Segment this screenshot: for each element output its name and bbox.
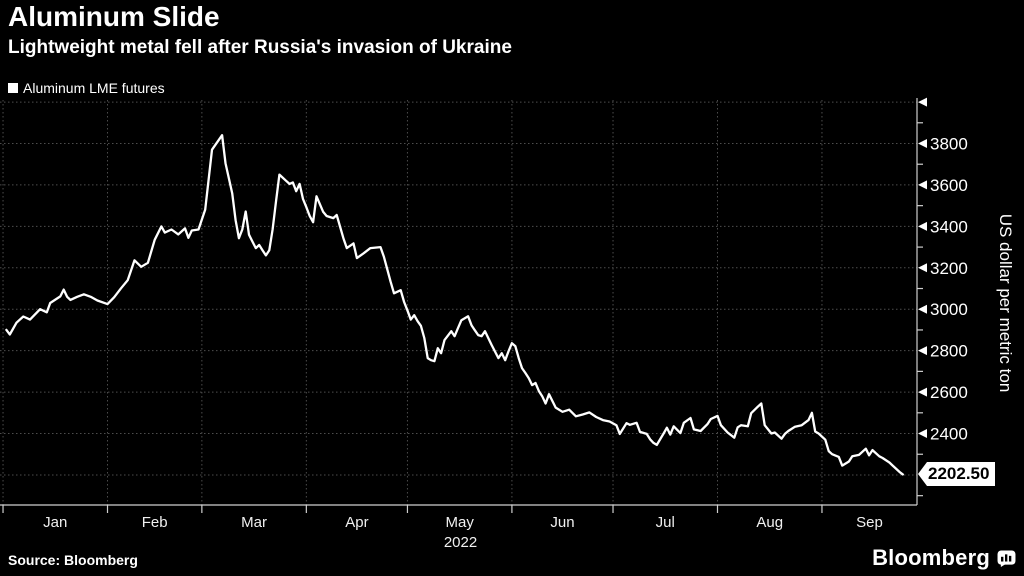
y-axis-arrow-tick — [918, 304, 927, 314]
y-axis-arrow-tick — [918, 139, 927, 149]
y-axis-title: US dollar per metric ton — [996, 213, 1015, 393]
bloomberg-mark-icon — [997, 549, 1016, 567]
y-axis-tick-label: 3600 — [930, 176, 968, 195]
last-price-value: 2202.50 — [927, 462, 996, 487]
y-axis-tick-label: 3800 — [930, 135, 968, 154]
x-axis-month-label: Jun — [550, 514, 574, 531]
y-axis-tick-label: 2800 — [930, 342, 968, 361]
x-axis-month-label: Aug — [756, 514, 783, 531]
legend-label: Aluminum LME futures — [23, 80, 165, 96]
chart-subtitle: Lightweight metal fell after Russia's in… — [8, 37, 512, 58]
legend: Aluminum LME futures — [8, 80, 165, 96]
y-axis-arrow-tick — [918, 429, 927, 439]
price-line-series — [5, 134, 904, 476]
x-axis-month-label: Jan — [43, 514, 67, 531]
source-label: Source: Bloomberg — [8, 552, 138, 568]
x-axis-month-label: Apr — [345, 514, 368, 531]
x-axis-month-label: Feb — [142, 514, 168, 531]
last-price-badge: 2202.50 — [918, 462, 996, 487]
x-axis-month-label: May — [446, 514, 475, 531]
y-axis-tick-label: 3000 — [930, 300, 968, 319]
bloomberg-wordmark: Bloomberg — [872, 545, 990, 570]
y-axis-arrow-tick — [918, 97, 927, 107]
y-axis-tick-label: 3400 — [930, 217, 968, 236]
badge-arrow-icon — [918, 462, 927, 487]
y-axis-tick-label: 2600 — [930, 383, 968, 402]
y-axis-arrow-tick — [918, 346, 927, 356]
x-axis-year-label: 2022 — [444, 534, 477, 551]
y-axis-arrow-tick — [918, 387, 927, 397]
legend-square-icon — [8, 83, 18, 93]
y-axis-tick-label: 3200 — [930, 259, 968, 278]
x-axis-month-label: Sep — [856, 514, 883, 531]
y-axis-tick-label: 2400 — [930, 425, 968, 444]
x-axis-month-label: Jul — [656, 514, 675, 531]
y-axis-arrow-tick — [918, 263, 927, 273]
y-axis-arrow-tick — [918, 221, 927, 231]
chart-title: Aluminum Slide — [8, 1, 220, 32]
y-axis-arrow-tick — [918, 180, 927, 190]
x-axis-month-label: Mar — [241, 514, 267, 531]
bloomberg-logo: Bloomberg — [872, 545, 1016, 571]
